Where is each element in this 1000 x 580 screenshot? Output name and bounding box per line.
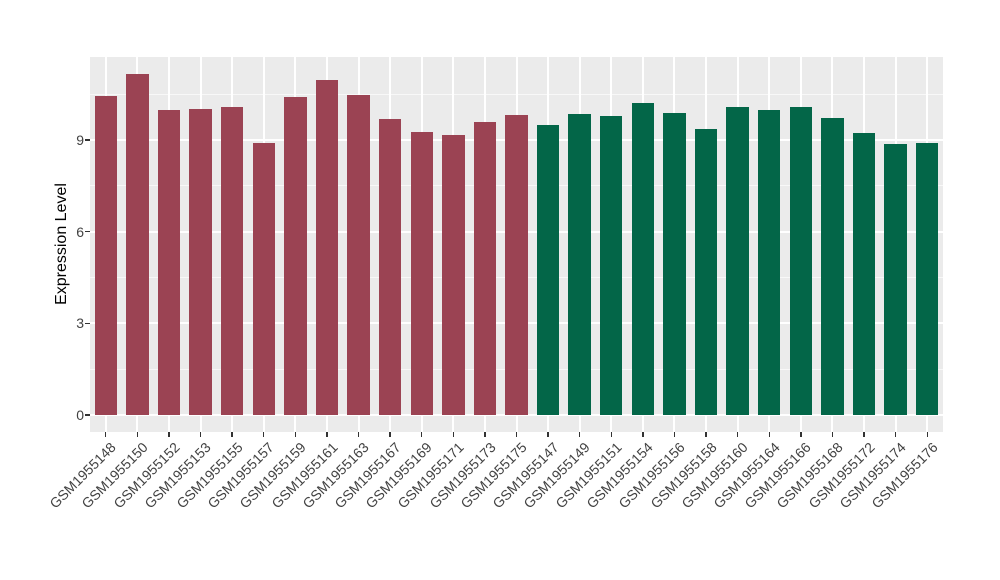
bar bbox=[473, 122, 497, 415]
x-tick-mark bbox=[484, 432, 486, 437]
bar bbox=[789, 107, 813, 415]
x-tick-mark bbox=[863, 432, 865, 437]
bar bbox=[600, 116, 623, 415]
bar bbox=[410, 132, 433, 415]
bar bbox=[252, 143, 275, 415]
bar bbox=[726, 106, 749, 415]
x-tick-mark bbox=[199, 432, 202, 437]
x-tick-mark bbox=[326, 432, 328, 437]
bar bbox=[94, 96, 117, 415]
y-tick-label: 3 bbox=[76, 315, 84, 332]
x-tick-mark bbox=[515, 432, 518, 437]
x-tick-mark bbox=[263, 432, 265, 437]
x-tick-mark bbox=[294, 432, 297, 437]
x-tick-mark bbox=[642, 432, 644, 437]
plot-panel bbox=[90, 57, 943, 432]
x-tick-mark bbox=[578, 432, 581, 437]
x-tick-mark bbox=[389, 432, 391, 437]
y-tick-label: 9 bbox=[76, 132, 84, 149]
bar bbox=[315, 79, 339, 415]
bar bbox=[852, 133, 876, 415]
bar bbox=[189, 109, 212, 415]
x-tick-mark bbox=[800, 432, 802, 437]
bar bbox=[694, 129, 718, 415]
bar bbox=[821, 118, 844, 415]
bar bbox=[126, 74, 149, 415]
bar bbox=[631, 103, 655, 415]
y-tick-mark bbox=[85, 230, 90, 233]
y-tick-mark bbox=[85, 139, 90, 141]
bar bbox=[347, 95, 370, 415]
y-tick-label: 6 bbox=[76, 223, 84, 240]
y-tick-mark bbox=[85, 322, 90, 324]
bar bbox=[663, 112, 686, 415]
bar bbox=[284, 96, 307, 415]
x-tick-mark bbox=[421, 432, 423, 437]
bar bbox=[220, 106, 244, 415]
x-tick-mark bbox=[610, 432, 612, 437]
x-tick-mark bbox=[673, 432, 676, 437]
x-tick-mark bbox=[168, 432, 170, 437]
x-tick-mark bbox=[136, 432, 139, 437]
x-tick-mark bbox=[357, 432, 360, 437]
bar bbox=[536, 125, 560, 415]
bar bbox=[505, 114, 528, 415]
y-tick-label: 0 bbox=[76, 406, 84, 423]
x-tick-mark bbox=[926, 432, 928, 437]
bar bbox=[568, 114, 591, 415]
x-tick-mark bbox=[705, 432, 707, 437]
x-tick-mark bbox=[547, 432, 549, 437]
x-tick-mark bbox=[831, 432, 834, 437]
bar bbox=[915, 142, 939, 415]
bar bbox=[758, 110, 781, 415]
x-tick-mark bbox=[452, 432, 454, 437]
y-tick-mark bbox=[85, 414, 90, 416]
bar bbox=[378, 119, 402, 415]
y-axis-title: Expression Level bbox=[53, 183, 70, 305]
bar bbox=[442, 135, 465, 415]
x-tick-mark bbox=[768, 432, 770, 437]
x-tick-mark bbox=[105, 432, 107, 437]
bar bbox=[157, 110, 181, 415]
x-tick-mark bbox=[231, 432, 233, 437]
bar bbox=[884, 144, 907, 415]
x-tick-mark bbox=[894, 432, 897, 437]
x-tick-mark bbox=[736, 432, 739, 437]
